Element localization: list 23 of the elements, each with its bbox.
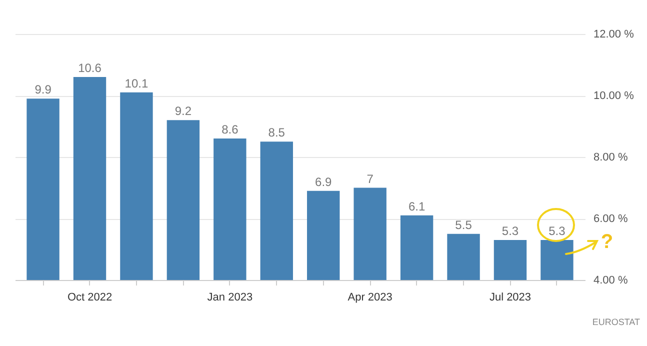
data-label: 8.6 [222,122,239,137]
x-tick-label: Jul 2023 [489,292,532,304]
x-tick-label: Apr 2023 [348,292,392,304]
text: ? [600,231,614,253]
data-label: 9.2 [174,104,192,118]
data-label: 5.3 [502,224,519,238]
data-label: 10.1 [124,76,148,90]
y-tick-label: 10.00 % [594,90,634,102]
data-label: 5.3 [548,224,566,238]
y-tick-label: 6.00 % [594,213,628,225]
data-label: 8.5 [268,126,286,140]
data-label: 6.1 [408,199,426,214]
x-tick-label: Oct 2022 [67,292,112,304]
data-label: 9.9 [34,82,52,97]
data-label: 7 [366,172,374,186]
data-label: 10.6 [78,61,102,76]
data-label: 5.5 [455,218,472,232]
x-tick-label: Jan 2023 [207,292,253,304]
y-tick-label: 12.00 % [594,28,634,40]
y-tick-label: 4.00 % [594,274,628,286]
text: EUROSTAT [592,317,640,327]
data-label: 6.9 [315,174,332,189]
y-tick-label: 8.00 % [594,152,628,164]
